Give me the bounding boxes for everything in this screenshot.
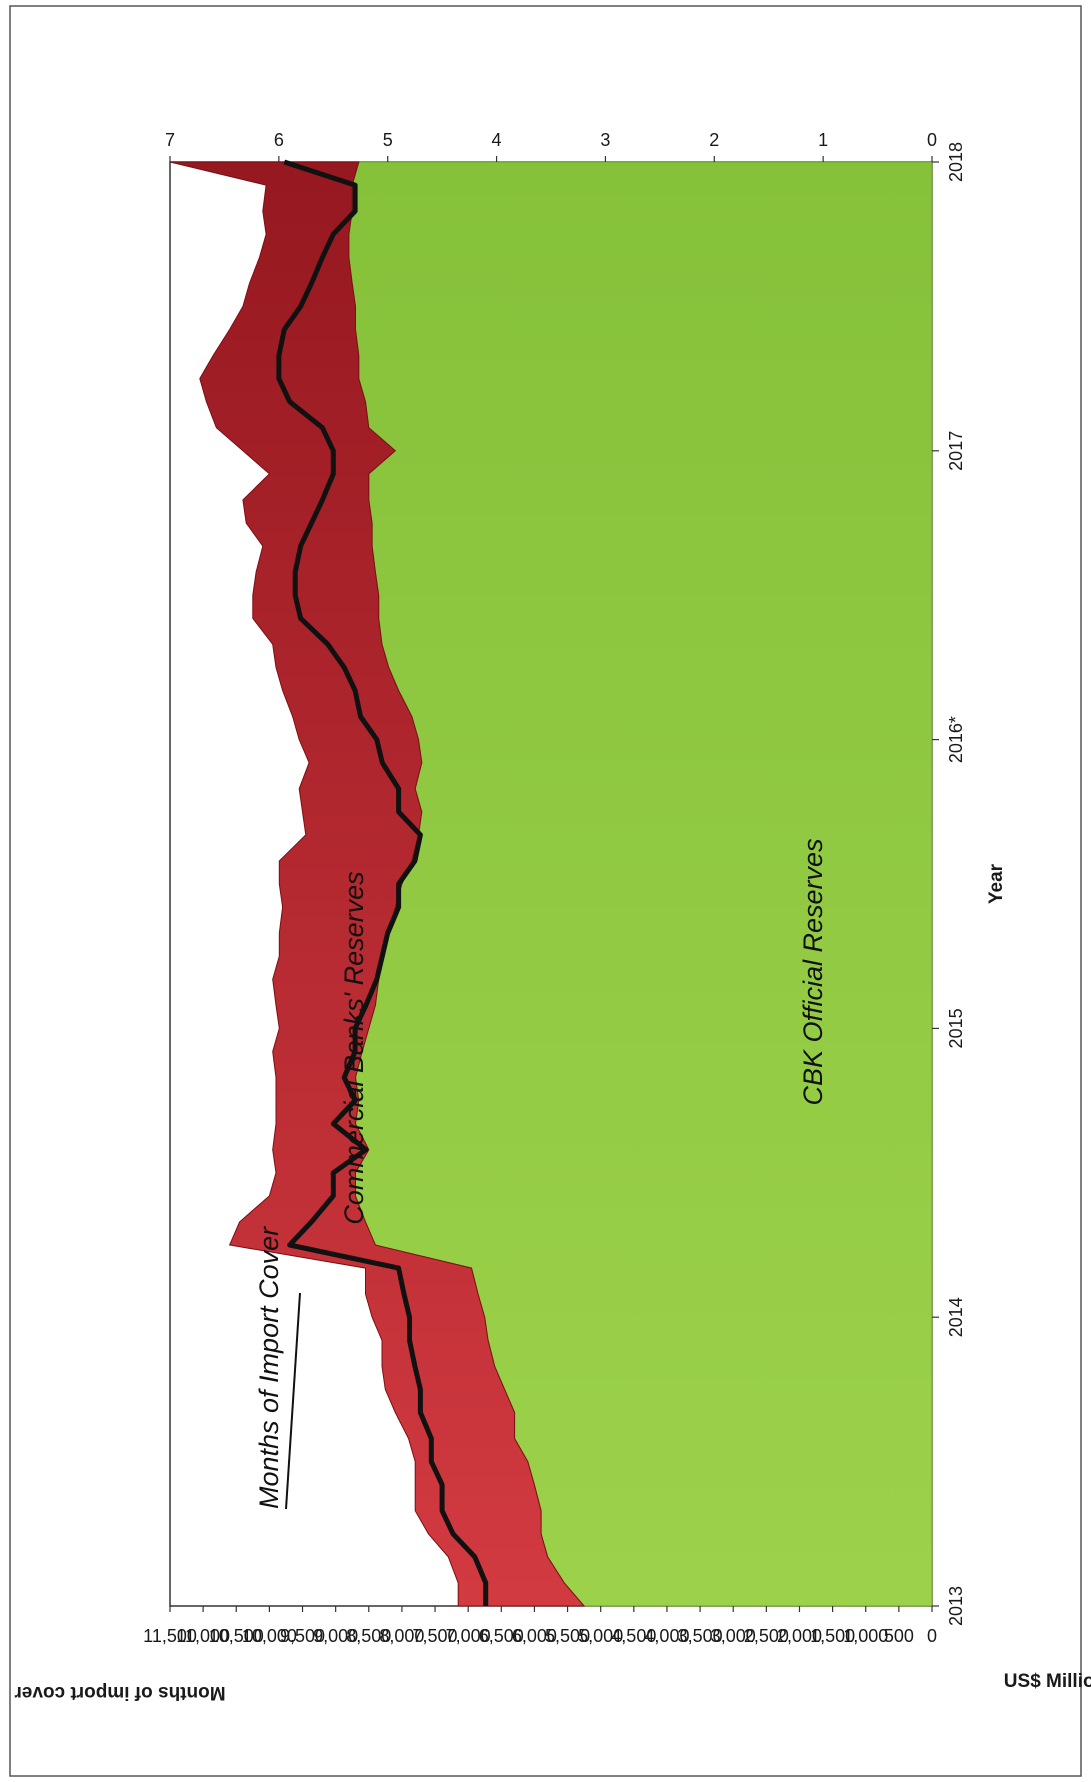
y-left-tick-label: 11,000: [176, 1626, 230, 1646]
import-cover-line: [276, 159, 489, 1606]
y-left-tick-label: 1,000: [843, 1626, 888, 1646]
y-left-tick-label: 9,000: [313, 1626, 358, 1646]
y-right-tick-label: 3: [600, 130, 610, 150]
annotation-commercial-reserves: Commercial Banks' Reserves: [339, 871, 369, 1224]
y-left-tick-label: 4,500: [611, 1626, 656, 1646]
y-left-tick-label: 9,500: [280, 1626, 325, 1646]
y-right-tick-label: 1: [818, 130, 828, 150]
y-right-tick-label: 5: [383, 130, 393, 150]
y-left-tick-label: 6,500: [479, 1626, 524, 1646]
y-right-tick-label: 2: [709, 130, 719, 150]
y-left-tick-label: 4,000: [644, 1626, 689, 1646]
annotation-import-cover: Months of Import Cover: [254, 1226, 284, 1509]
y-left-tick-label: 500: [884, 1626, 914, 1646]
y-left-tick-label: 7,000: [446, 1626, 491, 1646]
annotation-official-reserves: CBK Official Reserves: [798, 838, 828, 1105]
y-left-tick-label: 2,500: [744, 1626, 789, 1646]
y-left-tick-label: 0: [927, 1626, 937, 1646]
y-left-tick-label: 3,000: [711, 1626, 756, 1646]
y-right-tick-label: 0: [927, 130, 937, 150]
y-left-tick-label: 8,500: [346, 1626, 391, 1646]
y-axis-right: 0 1 2 3 4 5 6 7: [165, 130, 937, 162]
y-left-tick-label: 1,500: [810, 1626, 855, 1646]
y-axis-left-title: US$ Million: [1004, 1671, 1091, 1692]
line-layer: [276, 159, 489, 1606]
y-axis-left: 0 5001,0001,5002,0002,5003,0003,5004,0004…: [143, 1606, 937, 1646]
y-left-tick-label: 5,000: [578, 1626, 623, 1646]
y-left-tick-label: 2,000: [777, 1626, 822, 1646]
x-tick-label: 2014: [946, 1297, 966, 1337]
x-tick-label: 2018: [946, 142, 966, 182]
y-left-tick-label: 3,500: [678, 1626, 723, 1646]
areas-layer: [169, 161, 933, 1607]
y-left-tick-label: 7,500: [413, 1626, 458, 1646]
x-tick-label: 2015: [946, 1008, 966, 1048]
y-right-tick-label: 7: [165, 130, 175, 150]
y-left-tick-label: 5,500: [545, 1626, 590, 1646]
x-tick-label: 2017: [946, 431, 966, 471]
y-left-tick-label: 10,000: [242, 1626, 297, 1646]
x-tick-label: 2016*: [946, 716, 966, 763]
y-right-tick-label: 4: [492, 130, 502, 150]
y-right-tick-label: 6: [274, 130, 284, 150]
x-axis: 2013 2014 2015 2016* 2017 2018: [932, 142, 966, 1626]
y-left-tick-label: 8,000: [379, 1626, 424, 1646]
y-left-tick-label: 11,500: [143, 1626, 197, 1646]
y-axis-right-title: Months of import cover: [14, 1682, 226, 1703]
x-axis-title: Year: [986, 863, 1007, 904]
annotation-import-cover-pointer: [285, 1292, 301, 1510]
y-left-tick-label: 6,000: [512, 1626, 557, 1646]
x-tick-label: 2013: [946, 1586, 966, 1626]
y-left-tick-label: 10,500: [209, 1626, 264, 1646]
